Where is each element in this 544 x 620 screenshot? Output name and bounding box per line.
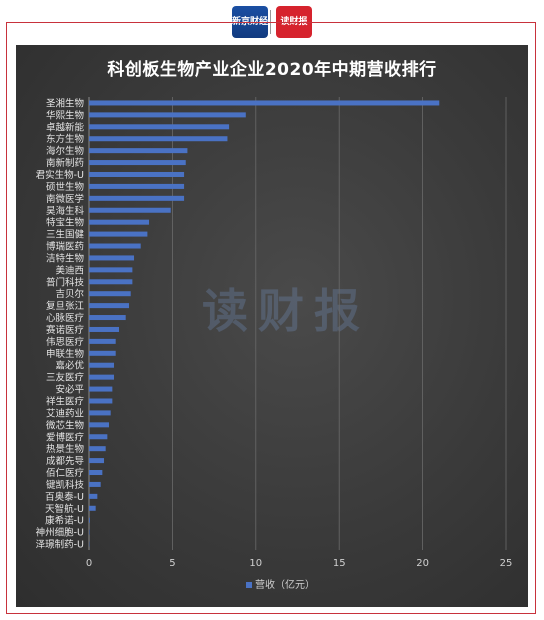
- bar: [89, 195, 185, 201]
- bar: [89, 326, 120, 332]
- bar: [89, 279, 133, 285]
- bar: [89, 493, 98, 499]
- category-label: 爱博医疗: [46, 431, 85, 443]
- category-label: 键凯科技: [46, 479, 85, 491]
- bar: [89, 160, 186, 166]
- watermark: 读财报: [202, 284, 370, 338]
- category-label: 成都先导: [46, 455, 84, 467]
- bar: [89, 410, 111, 416]
- category-label: 佰仁医疗: [46, 467, 85, 479]
- category-label: 海尔生物: [46, 145, 85, 157]
- bar: [89, 231, 148, 237]
- category-label: 卓越新能: [46, 121, 85, 133]
- bar: [89, 112, 246, 118]
- category-label: 神州细胞-U: [36, 527, 84, 539]
- category-label: 南微医学: [46, 193, 84, 205]
- category-label: 东方生物: [46, 133, 85, 145]
- bar: [89, 422, 110, 428]
- bar: [89, 171, 185, 177]
- category-label: 百奥泰-U: [45, 491, 84, 503]
- bar: [89, 505, 96, 511]
- category-label: 特宝生物: [46, 217, 85, 229]
- bar: [89, 183, 185, 189]
- bar: [89, 434, 108, 440]
- bar: [89, 303, 130, 309]
- category-label: 安必平: [55, 384, 84, 396]
- category-label: 天智航-U: [45, 503, 84, 515]
- category-label: 昊海生科: [46, 205, 85, 217]
- category-label: 博瑞医药: [46, 241, 84, 253]
- x-tick-label: 25: [500, 558, 513, 569]
- bar: [89, 481, 101, 487]
- legend-swatch: [246, 582, 252, 588]
- bar: [89, 529, 90, 535]
- category-label: 三生国健: [46, 229, 85, 241]
- bar: [89, 136, 228, 142]
- category-label: 赛诺医疗: [46, 324, 85, 336]
- bar: [89, 362, 115, 368]
- category-label: 热景生物: [46, 443, 85, 455]
- bar: [89, 315, 126, 321]
- category-label: 圣湘生物: [46, 97, 85, 109]
- bar: [89, 219, 150, 225]
- bar: [89, 446, 106, 452]
- category-label: 艾迪药业: [46, 407, 84, 419]
- category-label: 康希诺-U: [45, 515, 84, 527]
- category-label: 伟思医疗: [46, 336, 85, 348]
- bar-chart: 0 5 10 15 20 25 圣湘生物华熙生物卓越新能东方生物海尔生物南新制药君实生物-U…: [36, 97, 513, 591]
- bar: [89, 374, 115, 380]
- bar: [89, 350, 116, 356]
- bar: [89, 517, 90, 523]
- category-label: 洁特生物: [46, 252, 85, 264]
- chart-title: 科创板生物产业企业2020年中期营收排行: [107, 60, 437, 80]
- bar: [89, 243, 141, 249]
- category-label: 心脉医疗: [46, 312, 85, 324]
- category-label: 硕世生物: [46, 181, 85, 193]
- bar: [89, 386, 113, 392]
- bar: [89, 148, 188, 154]
- bar: [89, 291, 131, 297]
- category-label: 复旦张江: [46, 300, 85, 312]
- bar: [89, 338, 116, 344]
- x-tick-label: 10: [249, 558, 262, 569]
- x-tick-label: 20: [416, 558, 429, 569]
- category-label: 普门科技: [46, 276, 85, 288]
- category-label: 祥生医疗: [46, 395, 85, 407]
- legend-label: 营收（亿元）: [255, 578, 315, 591]
- category-label: 华熙生物: [46, 109, 85, 121]
- page-frame: [6, 22, 536, 614]
- chart-panel: 科创板生物产业企业2020年中期营收排行 读财报 0 5 10 15 20 25 圣湘生物华…: [16, 45, 528, 607]
- bar: [89, 398, 113, 404]
- bar: [89, 255, 135, 261]
- bar: [89, 458, 105, 464]
- category-label: 南新制药: [46, 157, 84, 169]
- category-label: 微芯生物: [46, 419, 85, 431]
- bar: [89, 267, 133, 273]
- bar: [89, 207, 171, 213]
- bar: [89, 470, 103, 476]
- bar: [89, 100, 440, 106]
- x-tick-label: 0: [86, 558, 92, 569]
- category-label: 申联生物: [46, 348, 85, 360]
- x-tick-label: 5: [169, 558, 175, 569]
- category-label: 泽璟制药-U: [36, 539, 84, 551]
- category-label: 君实生物-U: [36, 169, 84, 181]
- category-label: 三友医疗: [46, 372, 85, 384]
- bar: [89, 124, 230, 130]
- category-label: 嘉必优: [55, 360, 84, 372]
- category-label: 美迪西: [55, 264, 84, 276]
- x-tick-label: 15: [333, 558, 346, 569]
- category-label: 吉贝尔: [55, 288, 84, 300]
